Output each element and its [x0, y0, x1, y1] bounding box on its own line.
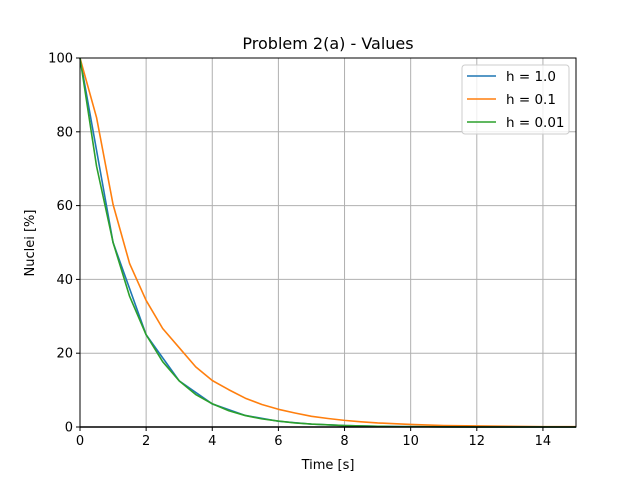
series-line-1 — [79, 57, 576, 428]
y-tick-label: 80 — [56, 125, 73, 140]
x-tick-label: 14 — [535, 434, 552, 449]
y-tick-label: 0 — [65, 421, 73, 436]
x-tick-label: 4 — [208, 434, 216, 449]
y-axis-label: Nuclei [%] — [23, 210, 38, 277]
y-tick-label: 100 — [48, 52, 73, 67]
grid-lines — [79, 57, 576, 428]
legend: h = 1.0 h = 0.1 h = 0.01 — [461, 64, 570, 135]
legend-label-2: h = 0.01 — [506, 115, 565, 131]
y-tick-label: 20 — [56, 347, 73, 362]
legend-label-1: h = 0.1 — [506, 92, 556, 108]
x-tick-label: 2 — [142, 434, 150, 449]
legend-entries: h = 1.0 h = 0.1 h = 0.01 — [467, 69, 565, 131]
x-tick-label: 0 — [76, 434, 84, 449]
x-tick-label: 6 — [274, 434, 282, 449]
plot-frame — [79, 57, 577, 428]
y-tick-label: 40 — [56, 273, 73, 288]
chart-title: Problem 2(a) - Values — [242, 34, 413, 53]
x-tick-label: 8 — [340, 434, 348, 449]
x-axis-label: Time [s] — [301, 458, 355, 473]
legend-label-0: h = 1.0 — [506, 69, 556, 85]
y-tick-label: 60 — [56, 199, 73, 214]
legend-box — [461, 64, 570, 135]
x-tick-label: 10 — [402, 434, 419, 449]
y-ticks: 0 20 40 60 80 100 — [48, 52, 80, 436]
x-ticks: 0 2 4 6 8 10 12 14 — [76, 427, 551, 449]
x-tick-label: 12 — [469, 434, 486, 449]
